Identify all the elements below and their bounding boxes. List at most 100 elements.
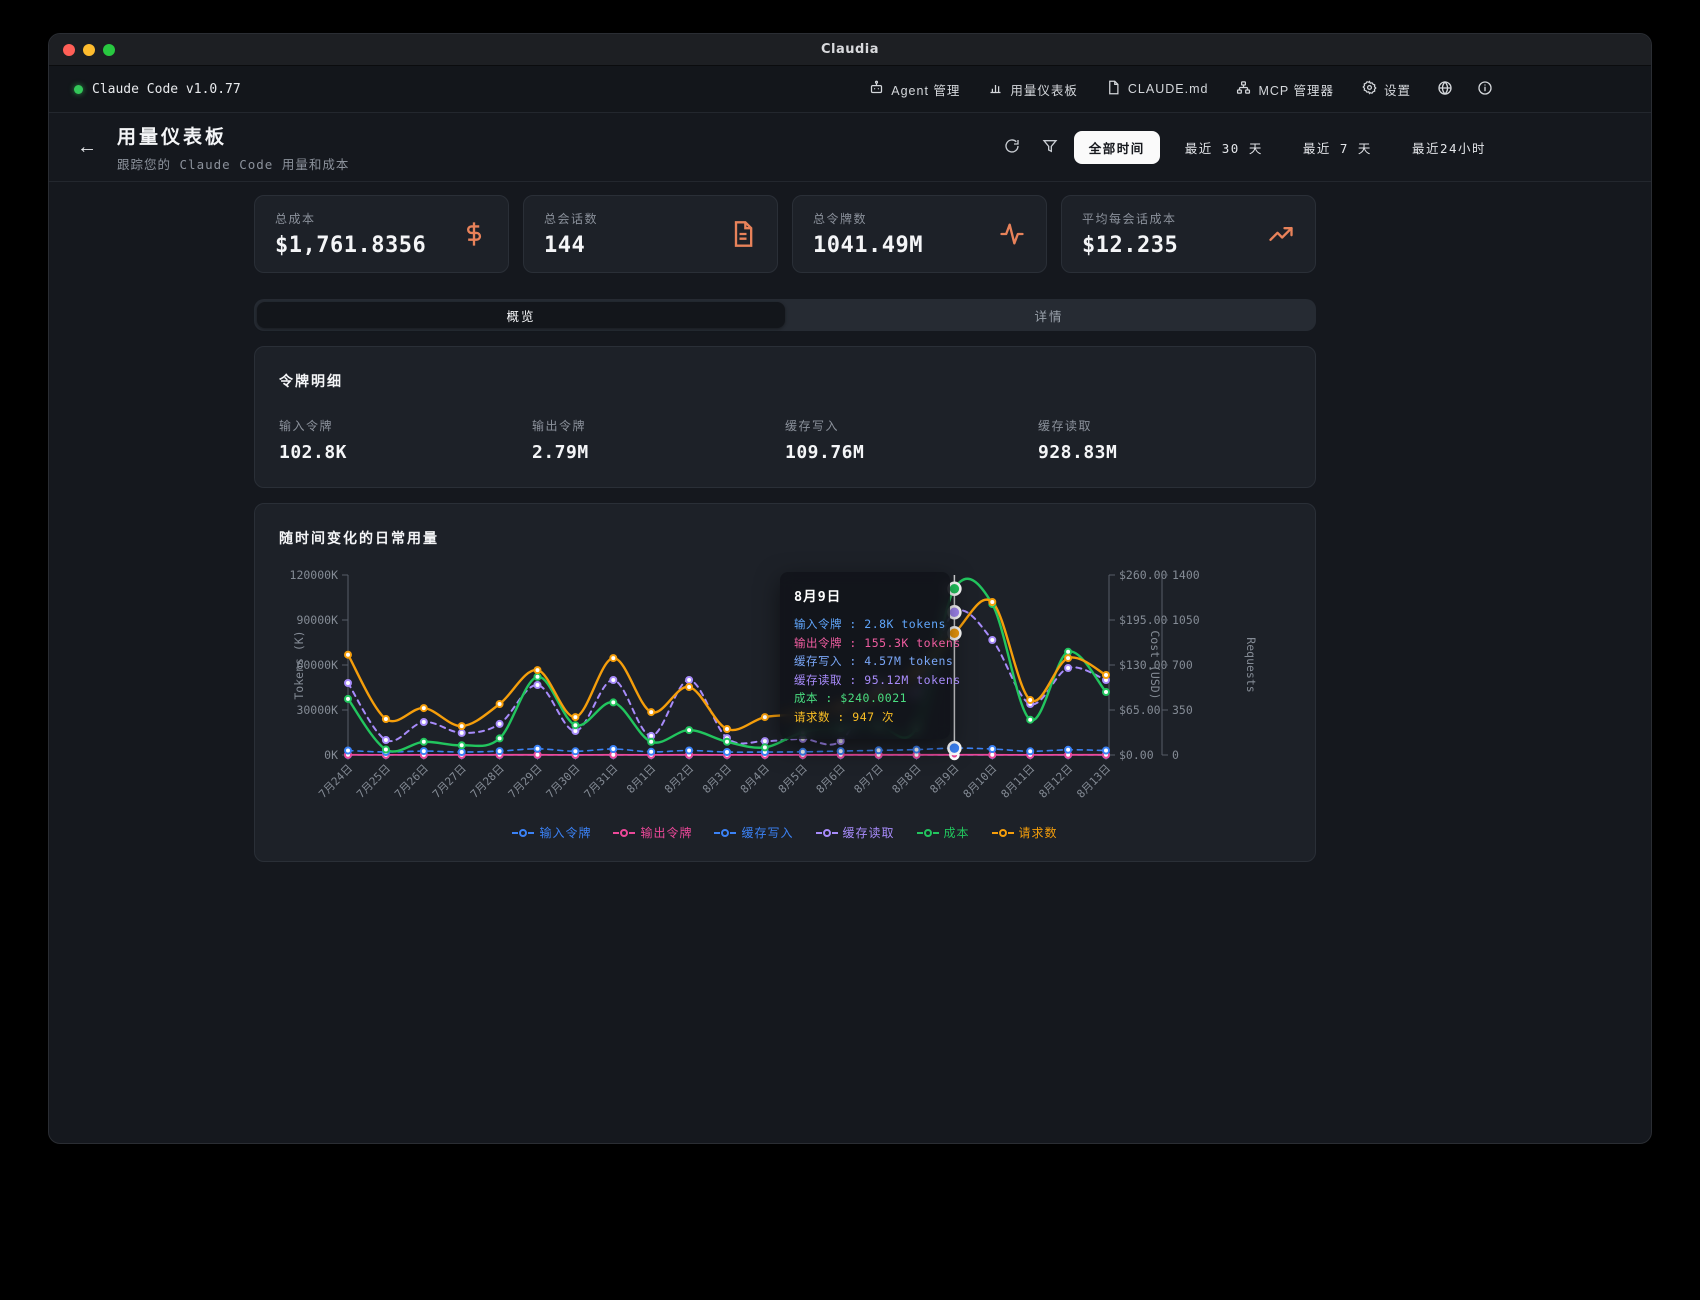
filter-last-24-hours[interactable]: 最近24小时	[1397, 131, 1501, 164]
page-title: 用量仪表板	[117, 125, 228, 148]
tooltip-row: 缓存写入 : 4.57M tokens	[794, 654, 954, 668]
nav-settings[interactable]: 设置	[1352, 73, 1421, 106]
legend-item: 缓存写入	[714, 824, 793, 841]
dollar-icon	[460, 220, 488, 248]
file-icon	[1106, 80, 1121, 98]
legend-item: 输入令牌	[512, 824, 591, 841]
svg-text:8月9日: 8月9日	[927, 762, 961, 796]
nav-agent-manager[interactable]: Agent 管理	[859, 73, 970, 106]
svg-text:8月1日: 8月1日	[624, 762, 658, 796]
svg-text:1400: 1400	[1172, 568, 1200, 582]
legend-item: 成本	[916, 824, 970, 841]
legend-line-icon	[512, 828, 535, 837]
tooltip-row: 输出令牌 : 155.3K tokens	[794, 635, 961, 650]
trending-up-icon	[1267, 220, 1295, 248]
stat-value: $12.235	[1082, 233, 1179, 258]
back-button[interactable]: ←	[77, 136, 97, 158]
svg-text:1050: 1050	[1172, 613, 1200, 627]
svg-text:7月28日: 7月28日	[468, 762, 507, 801]
svg-text:$195.00: $195.00	[1119, 613, 1168, 627]
token-col-input: 输入令牌 102.8K	[279, 419, 348, 463]
page-header: ← 用量仪表板 跟踪您的 Claude Code 用量和成本 全部时间 最近 3…	[49, 113, 1651, 182]
svg-text:7月26日: 7月26日	[392, 762, 431, 801]
gear-icon	[1362, 80, 1377, 98]
svg-text:7月25日: 7月25日	[354, 762, 393, 801]
filter-last-7-days[interactable]: 最近 7 天	[1288, 131, 1387, 164]
stat-card-total-tokens: 总令牌数 1041.49M	[792, 195, 1047, 273]
tooltip-title: 8月9日	[794, 589, 842, 605]
usage-chart: 0K $0.00 0 30000K $65.00 350 60000K $130.00 700 9…	[290, 568, 1258, 801]
stat-label: 平均每会话成本	[1082, 212, 1177, 226]
stat-label: 总会话数	[544, 212, 599, 226]
svg-text:$0.00: $0.00	[1119, 748, 1154, 762]
chart-legend: 输入令牌 输出令牌 缓存写入 缓存读取 成本 请求数	[279, 824, 1291, 841]
network-icon	[1236, 80, 1251, 98]
svg-text:Tokens (K): Tokens (K)	[292, 630, 306, 699]
legend-line-icon	[613, 828, 636, 837]
nav-usage-dashboard[interactable]: 用量仪表板	[978, 73, 1088, 106]
legend-line-icon	[815, 828, 838, 837]
svg-text:7月31日: 7月31日	[582, 762, 621, 801]
close-window-button[interactable]	[63, 44, 75, 56]
tab-details[interactable]: 详情	[785, 302, 1313, 328]
language-globe-button[interactable]	[1429, 73, 1461, 106]
page-subtitle: 跟踪您的 Claude Code 用量和成本	[117, 156, 350, 172]
token-col-cache-write: 缓存写入 109.76M	[785, 419, 865, 463]
filter-button[interactable]	[1036, 132, 1064, 163]
minimize-window-button[interactable]	[83, 44, 95, 56]
svg-text:$260.00: $260.00	[1119, 568, 1168, 582]
chart-wrap: 0K $0.00 0 30000K $65.00 350 60000K $130.00 700 9…	[279, 562, 1291, 818]
chart-title: 随时间变化的日常用量	[279, 531, 439, 547]
stat-label: 总成本	[275, 212, 316, 226]
svg-text:700: 700	[1172, 658, 1193, 672]
app-window: Claudia Claude Code v1.0.77 Agent 管理 用量仪…	[48, 33, 1652, 1144]
status-label: Claude Code v1.0.77	[92, 81, 241, 97]
legend-item: 缓存读取	[815, 824, 895, 841]
nav-claude-md[interactable]: CLAUDE.md	[1096, 73, 1219, 105]
token-col-output: 输出令牌 2.79M	[532, 419, 589, 463]
claude-code-status: Claude Code v1.0.77	[74, 82, 241, 97]
svg-text:8月10日: 8月10日	[961, 762, 1000, 801]
svg-text:8月6日: 8月6日	[814, 762, 848, 796]
tooltip-row: 成本 : $240.0021	[794, 691, 908, 705]
svg-text:8月5日: 8月5日	[776, 762, 810, 796]
file-text-icon	[729, 220, 757, 248]
svg-text:0: 0	[1172, 748, 1179, 762]
view-tabs: 概览 详情	[254, 299, 1316, 331]
filter-last-30-days[interactable]: 最近 30 天	[1170, 131, 1278, 164]
zoom-window-button[interactable]	[103, 44, 115, 56]
svg-text:Requests: Requests	[1244, 637, 1258, 692]
titlebar: Claudia	[49, 34, 1651, 66]
tab-overview[interactable]: 概览	[257, 302, 785, 328]
svg-text:$65.00: $65.00	[1119, 703, 1161, 717]
filter-funnel-icon	[1042, 138, 1058, 157]
tooltip-row: 输入令牌 : 2.8K tokens	[794, 617, 946, 631]
svg-text:8月13日: 8月13日	[1074, 762, 1113, 801]
app-navbar: Claude Code v1.0.77 Agent 管理 用量仪表板 CLAUD…	[49, 66, 1651, 113]
legend-item: 输出令牌	[613, 824, 692, 841]
svg-text:8月3日: 8月3日	[700, 762, 734, 796]
chart-tooltip: 8月9日 输入令牌 : 2.8K tokens 输出令牌 : 155.3K tok…	[780, 572, 961, 739]
token-breakdown-title: 令牌明细	[279, 374, 343, 390]
info-icon	[1477, 80, 1493, 99]
svg-text:8月12日: 8月12日	[1036, 762, 1075, 801]
token-col-cache-read: 缓存读取 928.83M	[1038, 419, 1118, 463]
svg-text:8月11日: 8月11日	[999, 762, 1038, 801]
info-button[interactable]	[1469, 73, 1501, 106]
svg-text:350: 350	[1172, 703, 1193, 717]
svg-text:30000K: 30000K	[296, 703, 338, 717]
svg-text:90000K: 90000K	[296, 613, 338, 627]
stat-card-total-sessions: 总会话数 144	[523, 195, 778, 273]
svg-text:8月8日: 8月8日	[890, 762, 924, 796]
svg-text:8月4日: 8月4日	[738, 762, 772, 796]
status-dot-icon	[74, 84, 83, 94]
tooltip-row: 缓存读取 : 95.12M tokens	[794, 672, 961, 687]
refresh-button[interactable]	[998, 132, 1026, 163]
filter-all-time[interactable]: 全部时间	[1073, 130, 1160, 164]
legend-line-icon	[714, 828, 737, 837]
svg-text:8月7日: 8月7日	[852, 762, 886, 796]
window-title: Claudia	[820, 42, 880, 57]
svg-text:120000K: 120000K	[290, 568, 339, 582]
nav-mcp-manager[interactable]: MCP 管理器	[1226, 73, 1344, 106]
activity-icon	[998, 220, 1026, 248]
